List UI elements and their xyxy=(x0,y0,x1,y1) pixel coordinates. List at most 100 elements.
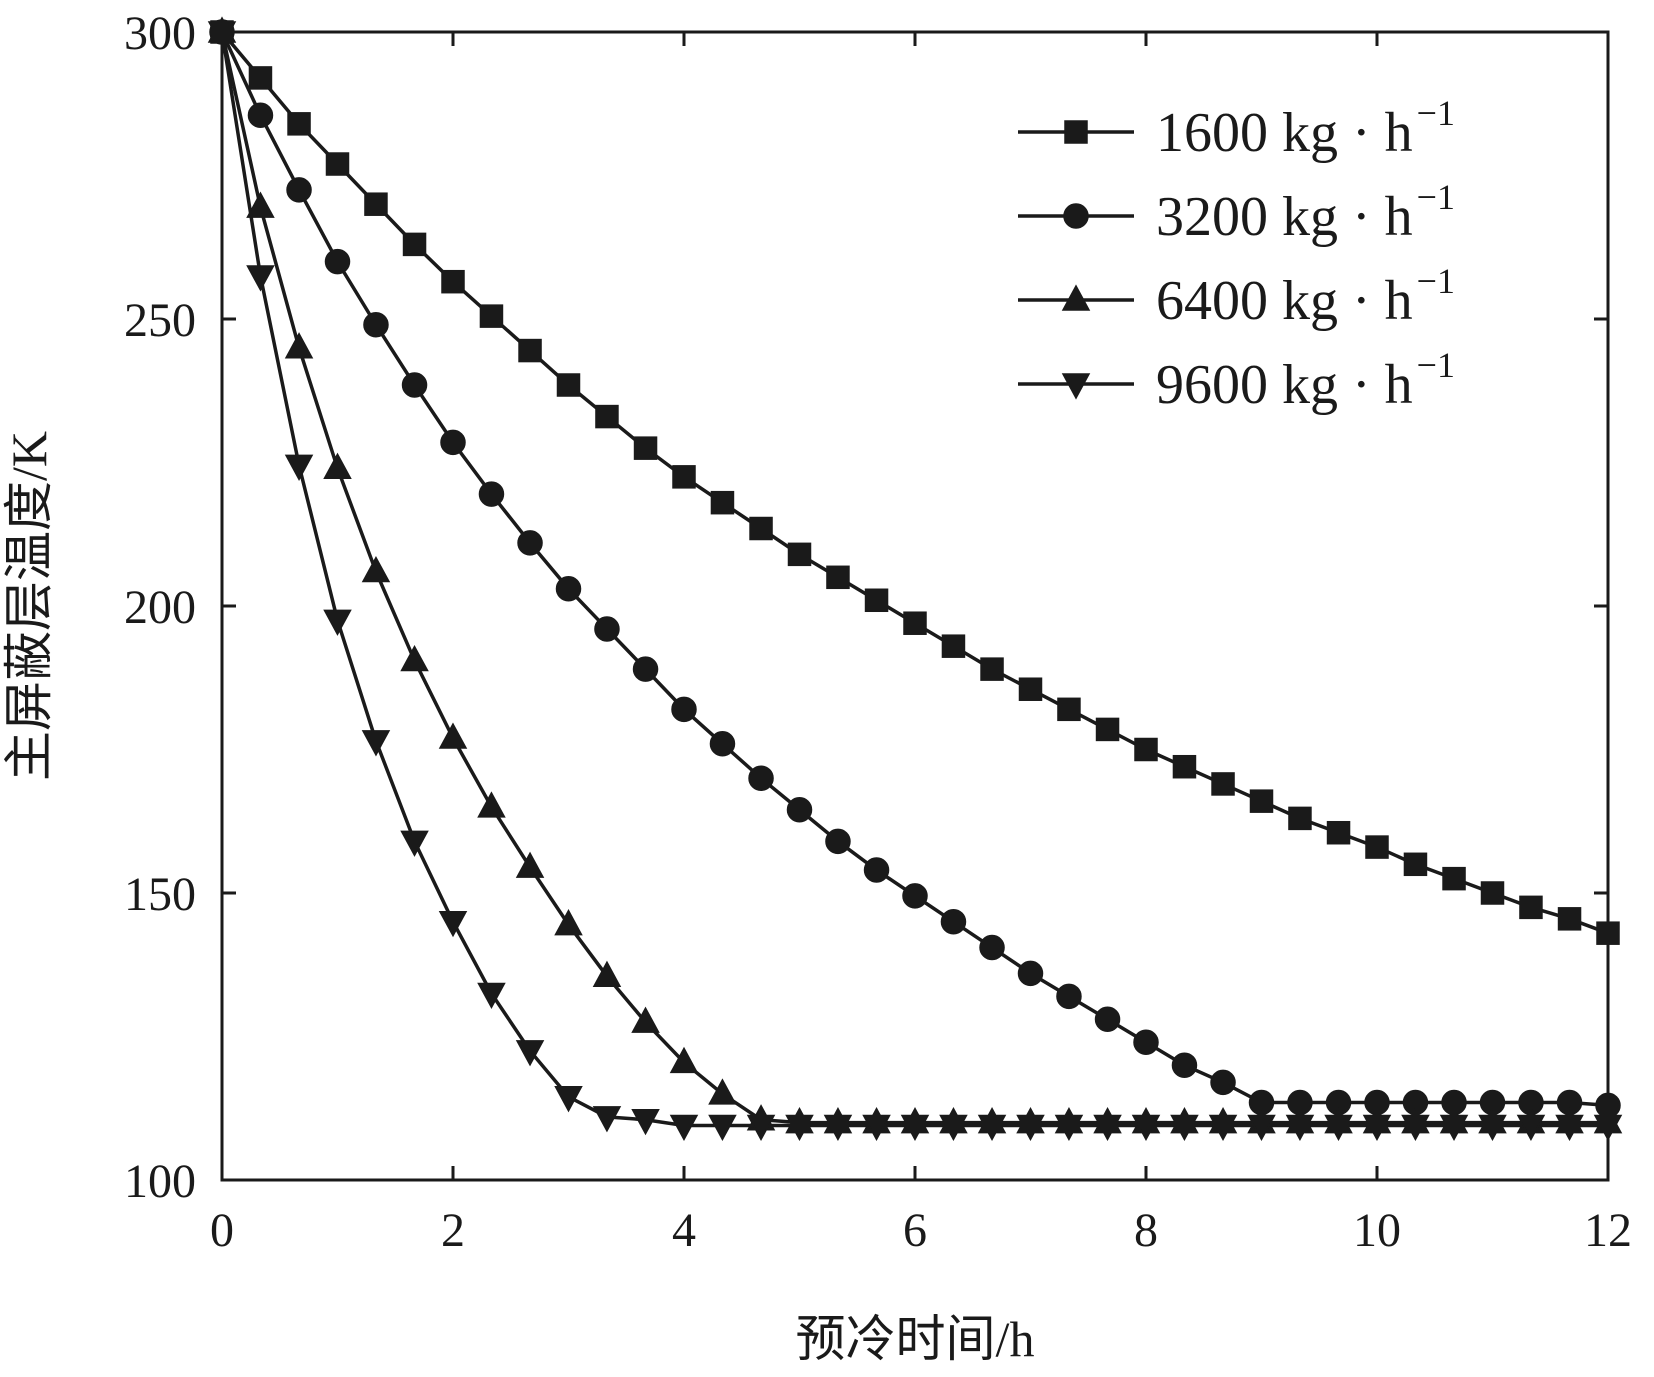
data-point-triangle-down xyxy=(1439,1114,1469,1142)
axis-ticks: 0 2 4 6 8 10 12 100 150 200 250 300 xyxy=(124,7,1632,1257)
data-point-triangle-down xyxy=(1285,1114,1315,1142)
data-point-square xyxy=(672,465,696,489)
data-point-square xyxy=(1365,835,1389,859)
data-point-circle xyxy=(1210,1069,1236,1096)
data-point-square xyxy=(556,373,581,397)
data-point-triangle-up xyxy=(400,644,429,672)
data-point-triangle-down xyxy=(1061,373,1091,400)
data-point-square xyxy=(1519,895,1543,920)
data-point-triangle-down xyxy=(1362,1114,1392,1142)
data-point-square xyxy=(1442,866,1466,891)
y-axis-title: 主屏蔽层温度/K xyxy=(1,431,57,781)
data-point-square xyxy=(1288,806,1312,831)
data-point-square xyxy=(1064,120,1088,144)
data-point-square xyxy=(633,436,658,460)
data-point-triangle-down xyxy=(939,1114,968,1142)
data-point-square xyxy=(1326,820,1351,845)
y-tick-label: 100 xyxy=(124,1155,196,1208)
x-tick-label: 12 xyxy=(1584,1204,1632,1257)
data-point-circle xyxy=(1133,1029,1159,1055)
data-point-square xyxy=(710,490,735,515)
data-point-square xyxy=(364,192,388,216)
data-point-triangle-down xyxy=(1208,1114,1238,1142)
data-point-circle xyxy=(1056,983,1082,1010)
data-point-triangle-down xyxy=(323,609,352,636)
data-point-square xyxy=(402,232,427,257)
data-point-triangle-up xyxy=(554,908,583,936)
data-point-square xyxy=(1095,717,1120,742)
data-point-circle xyxy=(517,530,543,556)
data-point-circle xyxy=(1094,1006,1121,1033)
data-point-square xyxy=(1018,677,1043,701)
series-1 xyxy=(210,20,1620,945)
data-point-triangle-down xyxy=(1555,1114,1584,1142)
x-tick-label: 10 xyxy=(1353,1204,1401,1257)
data-point-triangle-up xyxy=(438,722,468,749)
data-point-circle xyxy=(247,102,274,128)
data-point-triangle-down xyxy=(1478,1114,1507,1142)
legend-label: 9600 kg · h −1 xyxy=(1156,345,1455,416)
data-point-square xyxy=(826,565,850,590)
data-point-circle xyxy=(709,731,736,757)
data-point-triangle-down xyxy=(400,830,429,857)
data-point-triangle-up xyxy=(323,452,352,479)
data-point-triangle-down xyxy=(1093,1114,1122,1142)
data-point-triangle-down xyxy=(1131,1114,1161,1142)
legend-entry-3: 6400 kg · h −1 xyxy=(1018,261,1455,332)
data-point-triangle-up xyxy=(669,1046,699,1074)
x-tick-label: 8 xyxy=(1134,1204,1158,1257)
data-point-circle xyxy=(748,765,774,791)
legend: 1600 kg · h −1 3200 kg · h −1 6400 kg · h −1 9… xyxy=(1018,93,1455,416)
data-point-triangle-down xyxy=(1401,1114,1430,1142)
data-point-triangle-up xyxy=(284,332,314,359)
data-point-triangle-down xyxy=(1054,1114,1084,1142)
data-point-triangle-up xyxy=(592,960,622,987)
data-point-square xyxy=(903,611,927,635)
data-point-square xyxy=(1403,852,1428,877)
data-point-triangle-down xyxy=(592,1106,622,1133)
data-point-triangle-down xyxy=(900,1114,930,1142)
data-point-circle xyxy=(363,311,389,338)
data-point-square xyxy=(1172,754,1197,779)
x-tick-label: 0 xyxy=(210,1204,234,1257)
data-point-triangle-down xyxy=(1170,1114,1199,1142)
data-point-square xyxy=(518,338,542,363)
data-point-circle xyxy=(632,656,659,682)
y-tick-label: 200 xyxy=(124,581,196,634)
data-point-circle xyxy=(440,429,466,456)
x-tick-label: 6 xyxy=(903,1204,927,1257)
data-point-circle xyxy=(1017,960,1044,987)
data-point-square xyxy=(1134,737,1158,762)
data-point-circle xyxy=(825,828,851,855)
data-point-square xyxy=(1211,772,1235,796)
x-tick-label: 2 xyxy=(441,1204,465,1257)
legend-entry-2: 3200 kg · h −1 xyxy=(1018,177,1455,248)
data-point-triangle-down xyxy=(554,1086,583,1113)
data-point-square xyxy=(441,269,465,294)
data-point-square xyxy=(1596,921,1620,945)
data-point-triangle-down xyxy=(746,1114,776,1142)
data-point-square xyxy=(1249,789,1274,813)
data-point-triangle-down xyxy=(669,1114,699,1142)
y-tick-label: 300 xyxy=(124,7,196,60)
data-point-triangle-down xyxy=(1247,1114,1276,1142)
series-2 xyxy=(209,19,1621,1119)
x-axis-title: 预冷时间/h xyxy=(796,1311,1035,1367)
data-point-triangle-down xyxy=(785,1114,814,1142)
data-point-square xyxy=(248,66,273,90)
legend-label: 1600 kg · h −1 xyxy=(1156,93,1455,164)
data-point-triangle-down xyxy=(1324,1114,1353,1142)
data-point-square xyxy=(1557,907,1582,931)
x-tick-label: 4 xyxy=(672,1204,696,1257)
data-point-triangle-up xyxy=(515,851,545,878)
data-point-square xyxy=(325,152,350,176)
data-point-triangle-down xyxy=(477,982,506,1010)
data-point-triangle-up xyxy=(361,555,391,583)
data-point-triangle-down xyxy=(1593,1114,1623,1142)
series-line xyxy=(220,30,1609,935)
data-point-circle xyxy=(786,797,813,823)
data-point-square xyxy=(864,588,889,613)
data-point-square xyxy=(595,404,619,429)
legend-entry-1: 1600 kg · h −1 xyxy=(1018,93,1455,164)
